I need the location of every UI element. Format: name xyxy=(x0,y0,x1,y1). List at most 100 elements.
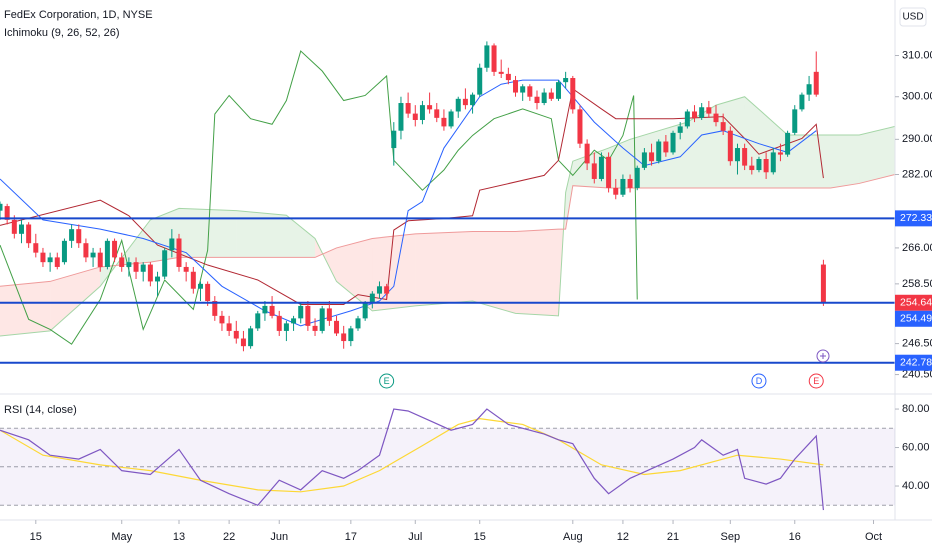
cloud-fill xyxy=(687,105,716,188)
cloud-fill xyxy=(236,210,287,258)
candle-body xyxy=(119,257,125,267)
price-label: 254.49 xyxy=(900,313,932,325)
candle-body xyxy=(312,325,318,331)
candle-body xyxy=(283,323,289,331)
candle-body xyxy=(570,78,576,110)
candle-body xyxy=(634,167,640,188)
y-tick-label: 300.00 xyxy=(902,91,932,103)
price-label-box xyxy=(895,210,932,227)
candle-body xyxy=(749,165,755,171)
x-tick-label: 17 xyxy=(345,531,357,543)
x-tick-label: 13 xyxy=(173,531,185,543)
candle-body xyxy=(255,313,261,329)
event-icon xyxy=(751,373,767,389)
candle-body xyxy=(326,308,332,321)
base-line xyxy=(0,87,824,305)
y-tick-label: 246.50 xyxy=(902,338,932,350)
candle-body xyxy=(26,224,32,244)
candle-body xyxy=(162,250,168,277)
y-tick-label: 266.00 xyxy=(902,242,932,254)
candle-body xyxy=(97,252,103,267)
rsi-y-tick-label: 80.00 xyxy=(902,403,930,415)
candle-body xyxy=(405,103,411,114)
candle-body xyxy=(441,117,447,127)
candle-body xyxy=(763,158,769,173)
candle-body xyxy=(176,238,182,267)
candle-body xyxy=(412,113,418,120)
candle-body xyxy=(155,276,161,282)
candle-body xyxy=(534,96,540,104)
rsi-ma-line xyxy=(0,418,824,493)
x-tick-label: 21 xyxy=(667,531,679,543)
candle-body xyxy=(427,105,433,110)
candle-body xyxy=(541,92,547,104)
candle-body xyxy=(169,238,175,251)
candle-body xyxy=(613,187,619,195)
event-icon xyxy=(379,373,395,389)
candle-body xyxy=(376,286,382,294)
candle-body xyxy=(656,141,662,162)
candle-body xyxy=(276,315,282,331)
candle-body xyxy=(756,158,762,171)
candle-body xyxy=(0,203,3,211)
price-label-box xyxy=(895,354,932,371)
price-label-box xyxy=(895,294,932,311)
candle-body xyxy=(455,98,461,112)
x-tick-label: Jul xyxy=(408,531,422,543)
x-tick-label: 16 xyxy=(789,531,801,543)
candle-body xyxy=(713,113,719,123)
candle-body xyxy=(183,266,189,272)
candle-body xyxy=(699,107,705,118)
currency-box[interactable] xyxy=(899,7,927,27)
x-tick-label: Sep xyxy=(721,531,741,543)
candle-body xyxy=(742,148,748,166)
candle-body xyxy=(341,333,347,342)
span-a-line xyxy=(0,96,896,337)
candle-body xyxy=(112,240,118,258)
candle-body xyxy=(240,338,246,347)
candle-body xyxy=(197,283,203,289)
event-label: E xyxy=(813,376,819,386)
candle-body xyxy=(47,257,53,263)
event-label: D xyxy=(756,376,763,386)
event-label: E xyxy=(384,376,390,386)
candle-body xyxy=(649,152,655,162)
candle-body xyxy=(806,84,812,95)
candle-body xyxy=(663,141,669,153)
cloud-fill xyxy=(744,96,759,188)
cloud-fill xyxy=(336,238,373,311)
y-tick-label: 258.50 xyxy=(902,278,932,290)
cloud-fill xyxy=(286,215,316,258)
candle-body xyxy=(577,109,583,144)
currency: USD xyxy=(902,12,923,23)
rsi-y-tick-label: 40.00 xyxy=(902,480,930,492)
candle-body xyxy=(792,109,798,133)
candle-body xyxy=(40,252,46,263)
rsi-line xyxy=(0,408,824,511)
candle-body xyxy=(820,264,826,303)
indicator-label: Ichimoku (9, 26, 52, 26) xyxy=(4,27,120,39)
candle-body xyxy=(598,156,604,179)
candle-body xyxy=(54,257,60,267)
candle-body xyxy=(190,271,196,289)
candle-body xyxy=(706,107,712,114)
candle-body xyxy=(355,318,361,329)
candle-body xyxy=(505,73,511,81)
candle-body xyxy=(133,262,139,272)
candle-body xyxy=(470,94,476,106)
candle-body xyxy=(269,305,275,316)
candle-body xyxy=(627,178,633,188)
rsi-title: RSI (14, close) xyxy=(4,404,77,416)
candle-body xyxy=(555,82,561,99)
candle-body xyxy=(391,130,397,149)
candle-body xyxy=(90,252,96,258)
x-tick-label: 12 xyxy=(617,531,629,543)
candle-body xyxy=(484,45,490,68)
candle-body xyxy=(563,78,569,83)
candle-body xyxy=(477,67,483,95)
candle-body xyxy=(11,219,17,234)
cloud-fill xyxy=(830,135,860,188)
rsi-y-tick-label: 60.00 xyxy=(902,441,930,453)
candle-body xyxy=(33,243,39,253)
